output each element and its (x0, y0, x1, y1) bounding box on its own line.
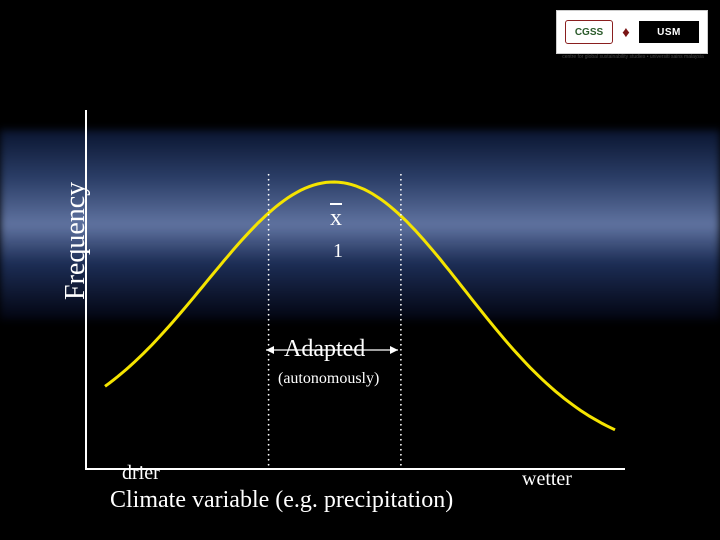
logo-strip: CGSS ♦ USM (556, 10, 708, 54)
logo-caption: centre for global sustainability studies… (560, 54, 706, 60)
drier-label: drier (122, 462, 160, 485)
mean-subscript: 1 (333, 240, 343, 263)
distribution-plot (85, 110, 625, 470)
logo-usm: USM (639, 21, 699, 43)
adapted-label: Adapted (284, 336, 365, 363)
logo-crest-icon: ♦ (617, 21, 635, 43)
mean-symbol: x (330, 205, 342, 232)
autonomously-label: (autonomously) (278, 370, 379, 388)
y-axis-label: Frequency (60, 182, 92, 300)
logo-cgss: CGSS (565, 20, 613, 44)
x-axis-label: Climate variable (e.g. precipitation) (110, 487, 453, 514)
wetter-label: wetter (522, 468, 572, 491)
